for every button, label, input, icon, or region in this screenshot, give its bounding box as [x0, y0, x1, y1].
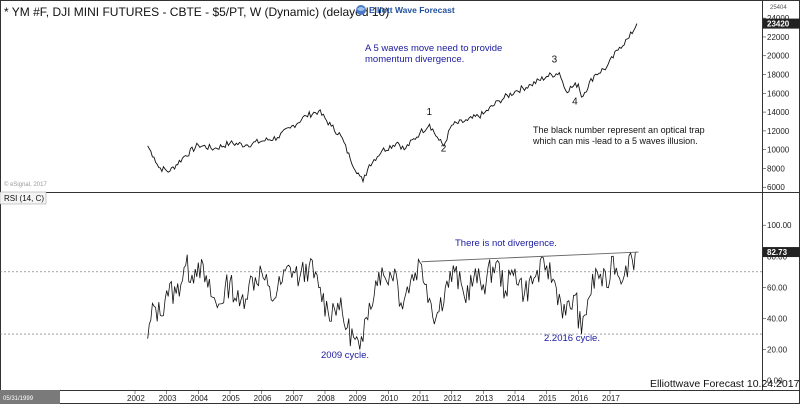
watermark: © eSignal, 2017 — [4, 181, 47, 188]
note-no-divergence: There is not divergence. — [455, 238, 557, 249]
wave-label: 1 — [427, 107, 433, 118]
wave-labels: 1 2 3 4 — [427, 54, 579, 154]
price-badge-label: 23420 — [767, 20, 790, 29]
date-box-label: 05/31/1999 — [3, 396, 34, 402]
time-tick-label: 2008 — [317, 394, 335, 403]
rsi-badge-label: 82.73 — [767, 248, 788, 257]
price-tick-label: 8000 — [767, 164, 785, 173]
rsi-tick-label: 100.00 — [767, 221, 792, 230]
rsi-header-box — [0, 191, 47, 205]
time-axis: 2002 2003 2004 2005 2006 2007 2008 2009 2010 2011… — [127, 390, 620, 403]
rsi-tick-label: 60.00 — [767, 283, 788, 292]
time-tick-label: 2005 — [222, 394, 240, 403]
time-tick-label: 2004 — [190, 394, 208, 403]
time-tick-label: 2016 — [570, 394, 588, 403]
price-tick-label: 12000 — [767, 127, 790, 136]
footer-text: Elliottwave Forecast 10.24.2017 — [650, 378, 800, 390]
price-badge-box — [763, 18, 800, 29]
note-optical-trap-line1: The black number represent an optical tr… — [533, 125, 705, 135]
time-tick-label: 2012 — [444, 394, 462, 403]
time-tick-label: 2009 — [349, 394, 367, 403]
rsi-tick-label: 0.00 — [767, 377, 783, 386]
wave-label: 2 — [441, 144, 447, 155]
note-five-waves-line2: momentum divergence. — [365, 54, 464, 65]
time-tick-label: 2003 — [159, 394, 177, 403]
rsi-last-badge: 82.73 — [763, 247, 800, 258]
brand-name: Elliott Wave Forecast — [369, 5, 455, 15]
wave-label: 4 — [572, 97, 578, 108]
time-tick-label: 2014 — [507, 394, 525, 403]
price-last-badge: 23420 — [763, 18, 800, 29]
price-tick-label: 18000 — [767, 71, 790, 80]
price-tick-label: 16000 — [767, 89, 790, 98]
chart-title: * YM #F, DJI MINI FUTURES - CBTE - $5/PT… — [4, 5, 389, 19]
time-tick-label: 2006 — [254, 394, 272, 403]
time-tick-label: 2011 — [412, 394, 430, 403]
rsi-trendline — [421, 251, 639, 263]
time-tick-label: 2015 — [539, 394, 557, 403]
wave-label: 3 — [552, 54, 558, 65]
note-2016-cycle: 2.2016 cycle. — [544, 333, 600, 344]
time-tick-label: 2017 — [602, 394, 620, 403]
note-optical-trap-line2: which can mis -lead to a 5 waves illusio… — [532, 136, 698, 146]
price-tick-label: 6000 — [767, 183, 785, 192]
price-series-line — [147, 23, 638, 184]
time-tick-label: 2007 — [285, 394, 303, 403]
brand-logo: Elliott Wave Forecast — [356, 5, 455, 15]
time-tick-label: 2002 — [127, 394, 145, 403]
rsi-tick-label: 20.00 — [767, 346, 788, 355]
price-tick-label: 20000 — [767, 52, 790, 61]
rsi-title: RSI (14, C) — [4, 194, 44, 203]
rsi-series-line — [147, 251, 637, 350]
price-tick-label: 10000 — [767, 146, 790, 155]
price-tick-label: 22000 — [767, 33, 790, 42]
globe-highlight — [357, 7, 365, 11]
time-tick-label: 2013 — [475, 394, 493, 403]
note-five-waves-line1: A 5 waves move need to provide — [365, 43, 502, 54]
rsi-tick-label: 40.00 — [767, 314, 788, 323]
price-tick-label: 14000 — [767, 108, 790, 117]
price-axis-top-label: 25404 — [770, 5, 787, 11]
date-box — [0, 390, 60, 404]
rsi-badge-box — [763, 247, 800, 258]
time-tick-label: 2010 — [380, 394, 398, 403]
note-2009-cycle: 2009 cycle. — [321, 350, 369, 361]
